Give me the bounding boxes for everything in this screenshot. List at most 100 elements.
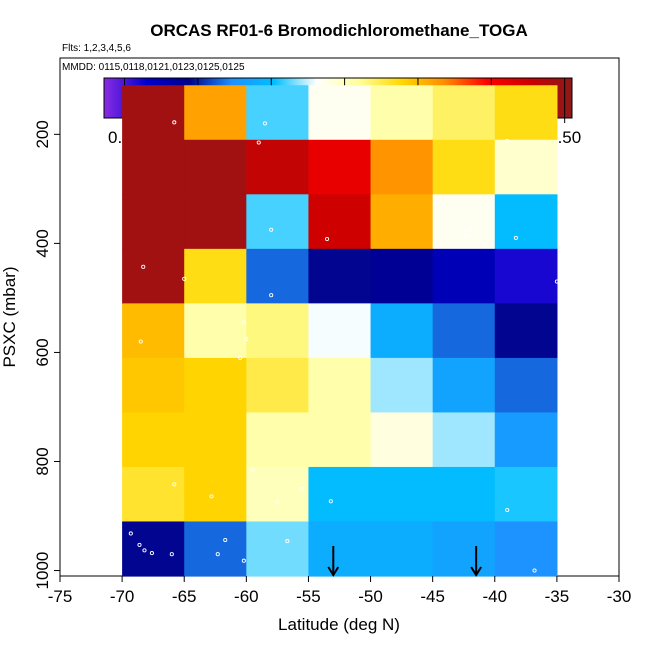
- sample-point: [467, 227, 472, 232]
- sample-point: [300, 486, 305, 491]
- heatmap-cell: [122, 303, 185, 359]
- arrow-head: [327, 566, 340, 577]
- heatmap-cell: [122, 357, 185, 414]
- sample-point: [209, 494, 214, 499]
- heatmap-cell: [370, 194, 434, 250]
- heatmap-cell: [432, 303, 496, 359]
- x-tick-label: -30: [607, 587, 632, 606]
- heatmap-cell: [308, 466, 372, 523]
- sample-point: [505, 138, 510, 143]
- y-axis: 200 400 600 800 1000: [33, 120, 60, 589]
- x-tick-label: -65: [172, 587, 197, 606]
- y-tick-label: 200: [33, 120, 52, 148]
- x-tick-label: -50: [358, 587, 383, 606]
- heatmap-cell: [184, 85, 247, 141]
- heatmap-cell: [494, 85, 558, 141]
- sample-point: [215, 552, 220, 557]
- heatmap-cell: [184, 412, 247, 468]
- heatmap-cell: [122, 521, 185, 577]
- sample-point: [513, 235, 518, 240]
- sample-point: [137, 542, 142, 547]
- sample-point: [241, 320, 246, 325]
- heatmap-cell: [370, 412, 434, 468]
- heatmap-cell: [494, 412, 558, 468]
- y-tick-label: 1000: [33, 552, 52, 590]
- heatmap-cell: [308, 85, 372, 141]
- y-axis-label: PSXC (mbar): [0, 266, 19, 367]
- sample-point: [256, 140, 261, 145]
- sample-point: [138, 339, 143, 344]
- x-tick-label: -75: [48, 587, 73, 606]
- sample-point: [505, 507, 510, 513]
- sample-point: [328, 499, 333, 504]
- x-tick-label: -70: [110, 587, 135, 606]
- heatmap-cell: [370, 139, 434, 195]
- heatmap-cell: [246, 466, 310, 523]
- heatmap-cell: [246, 194, 310, 250]
- sample-point: [244, 336, 249, 341]
- heatmap-cell: [246, 85, 310, 141]
- sample-point: [172, 482, 177, 487]
- sample-point: [149, 551, 154, 556]
- sample-point: [285, 539, 290, 544]
- sample-point: [182, 276, 187, 281]
- x-tick-label: -45: [420, 587, 445, 606]
- arrow-head: [470, 566, 482, 577]
- heatmap-cell: [370, 248, 434, 304]
- heatmap-cell: [432, 521, 496, 577]
- heatmap-cell: [184, 521, 247, 577]
- y-tick-label: 400: [33, 229, 52, 257]
- sample-point: [241, 558, 246, 563]
- flights-subtitle: Flts: 1,2,3,4,5,6: [62, 43, 131, 54]
- heatmap-cell: [308, 194, 372, 250]
- heatmap-cell: [370, 357, 434, 414]
- x-tick-label: -60: [234, 587, 259, 606]
- heatmap-cell: [494, 303, 558, 359]
- heatmap-cell: [184, 357, 247, 414]
- heatmap-cell: [184, 194, 247, 250]
- heatmap-cell: [432, 139, 496, 195]
- heatmap-cell: [494, 139, 558, 195]
- heatmap-cell: [308, 248, 372, 304]
- heatmap-cell: [494, 194, 558, 250]
- heatmap-cell: [494, 521, 558, 577]
- heatmap-cell: [246, 248, 310, 304]
- dates-subtitle: MMDD: 0115,0118,0121,0123,0125,0125: [62, 62, 245, 73]
- heatmap-cell: [370, 303, 434, 359]
- heatmap-cell: [432, 248, 496, 304]
- sample-point: [532, 568, 537, 573]
- heatmap-cell: [184, 139, 247, 195]
- heatmap-cell: [122, 194, 185, 250]
- x-tick-label: -35: [545, 587, 570, 606]
- heatmap-cell: [246, 357, 310, 414]
- sample-point: [275, 500, 280, 505]
- heatmap-cell: [432, 412, 496, 468]
- heatmap-cell: [122, 466, 185, 523]
- heatmap-cell: [308, 521, 372, 577]
- y-tick-label: 800: [33, 447, 52, 475]
- sample-point: [223, 537, 228, 543]
- heatmap-cell: [308, 357, 372, 414]
- heatmap-cell: [122, 248, 185, 304]
- sample-point: [464, 233, 469, 238]
- heatmap-cell: [370, 466, 434, 523]
- surface-arrows: [327, 546, 482, 577]
- sample-point: [269, 227, 274, 232]
- heatmap-cell: [494, 248, 558, 304]
- x-tick-label: -55: [296, 587, 321, 606]
- heatmap-cell: [308, 139, 372, 195]
- heatmap-cell: [246, 412, 310, 468]
- sample-point: [128, 531, 133, 536]
- heatmap-cell: [494, 357, 558, 414]
- heatmap-cell: [246, 303, 310, 359]
- sample-point: [262, 121, 268, 126]
- heatmap-cell: [122, 412, 185, 468]
- sample-point: [142, 548, 147, 553]
- heatmap-cell: [494, 466, 558, 523]
- heatmap-cell: [370, 521, 434, 577]
- x-tick-label: -40: [482, 587, 507, 606]
- sample-markers: [128, 120, 559, 573]
- heatmap-cell: [184, 248, 247, 304]
- heatmap-cell: [122, 85, 185, 141]
